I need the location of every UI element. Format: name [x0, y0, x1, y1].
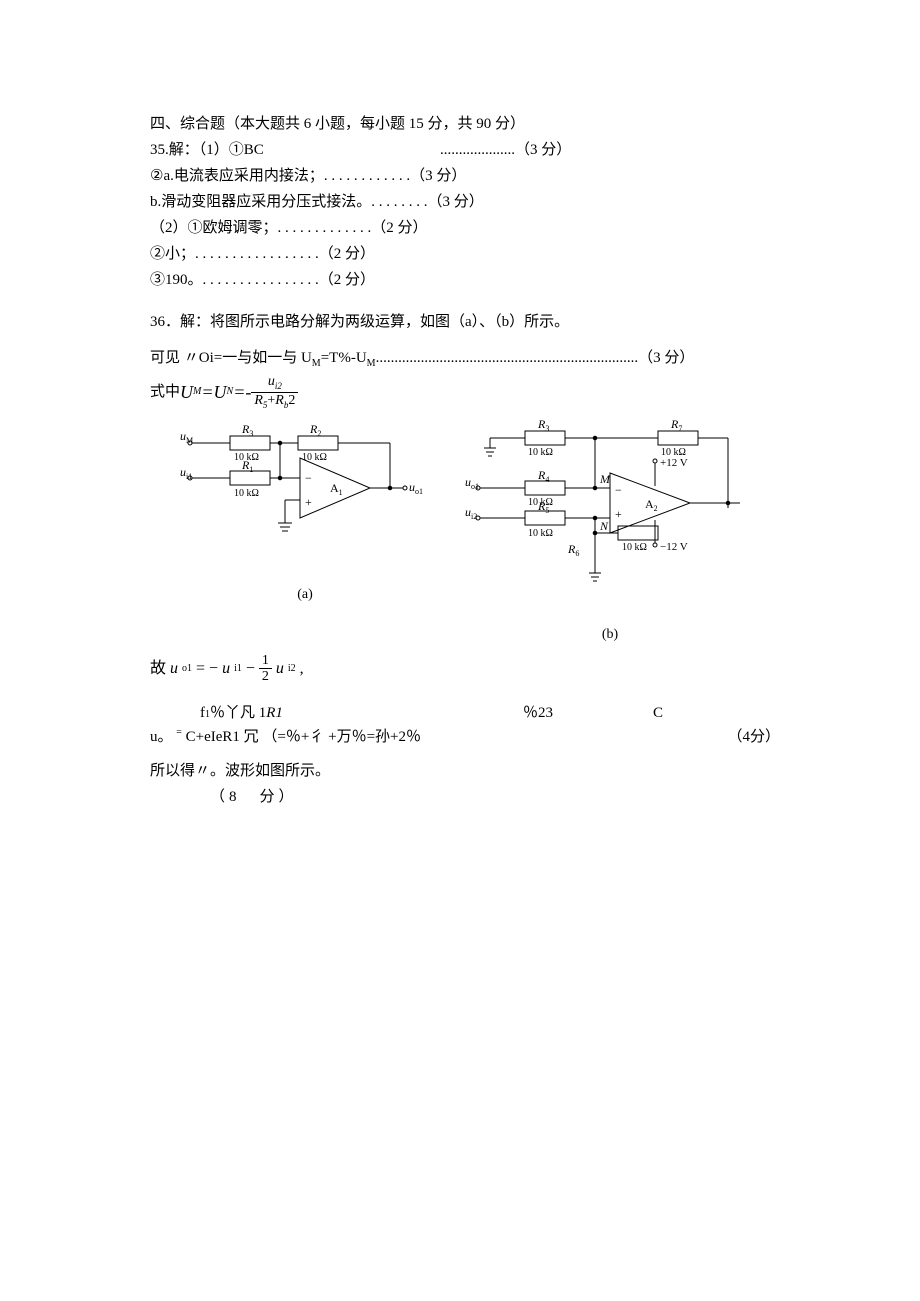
g2c: C+eIeR1 冗 （=％+彳 +万％=孙+2％ — [186, 729, 421, 745]
q36-l2a: 可见 〃Oi=一与如一与 U — [150, 350, 312, 366]
eq-uo1-u: u — [170, 656, 178, 682]
eq-eq: = − — [196, 656, 218, 682]
svg-text:10 kΩ: 10 kΩ — [302, 452, 327, 463]
q36-formula-head: 式中 — [150, 380, 180, 404]
svg-text:uo1: uo1 — [465, 475, 479, 491]
var-UN-U: U — [214, 378, 227, 407]
svg-text:+: + — [615, 507, 622, 521]
eq-comma: , — [300, 656, 304, 682]
final-line-1: 所以得〃。波形如图所示。 — [150, 759, 780, 783]
eq-ui2-s: i2 — [288, 661, 296, 677]
eq-half: 1 2 — [259, 653, 272, 685]
svg-text:R3: R3 — [241, 422, 253, 438]
q35-l1b: ....................（3 分） — [440, 138, 571, 162]
g2d: （4分） — [727, 725, 780, 749]
svg-text:+12 V: +12 V — [660, 457, 688, 469]
final-line-2: （8 分） — [210, 785, 780, 809]
q36-line2: 可见 〃Oi=一与如一与 UM=T%-UM...................… — [150, 346, 780, 372]
q35-line4: （2）①欧姆调零；. . . . . . . . . . . . .（2 分） — [150, 216, 780, 240]
svg-text:R2: R2 — [309, 422, 321, 438]
garble-line-1: f1 ％丫凡 1 R1 ％23 C — [150, 701, 780, 725]
eq-ui2-u: u — [276, 656, 284, 682]
q35-line1: 35.解：（1）①BC ....................（3 分） — [150, 138, 780, 162]
figa-caption: (a) — [180, 584, 430, 606]
g2b: = — [176, 727, 182, 738]
svg-text:A2: A2 — [645, 497, 658, 513]
q35-line3: b.滑动变阻器应采用分压式接法。. . . . . . . .（3 分） — [150, 190, 780, 214]
q36-l2-c: ........................................… — [376, 350, 695, 366]
section-title: 四、综合题（本大题共 6 小题，每小题 15 分，共 90 分） — [150, 112, 780, 136]
g1e: C — [653, 701, 663, 725]
eq-ui1-u: u — [222, 656, 230, 682]
q36-l2-b: =T%-U — [321, 350, 367, 366]
num-u: u — [268, 374, 275, 389]
eq-neg: =- — [233, 378, 251, 407]
figure-b: R3 10 kΩ R7 10 kΩ R4 10 kΩ . . 10 kΩ x — [460, 418, 760, 646]
svg-text:10 kΩ: 10 kΩ — [234, 488, 259, 499]
svg-text:R4: R4 — [537, 468, 549, 484]
var-UN-N: N — [227, 384, 234, 400]
var-UM-U: U — [180, 378, 193, 407]
q35-line6: ③190。. . . . . . . . . . . . . . . .（2 分… — [150, 268, 780, 292]
q36-l2-m2: M — [367, 358, 376, 369]
eq-minus: − — [246, 656, 255, 682]
g1b: ％丫凡 1 — [210, 701, 266, 725]
svg-text:ui1: ui1 — [180, 465, 192, 481]
eq-gu: 故 — [150, 656, 166, 682]
g2a: u。 — [150, 729, 173, 745]
den-Rb: R — [275, 393, 284, 408]
svg-text:−: − — [305, 471, 312, 485]
q36-intro: 36．解：将图所示电路分解为两级运算，如图（a）、（b）所示。 — [150, 310, 780, 334]
q35-line5: ②小；. . . . . . . . . . . . . . . . .（2 分… — [150, 242, 780, 266]
den-R5: R — [254, 393, 263, 408]
svg-text:M: M — [599, 472, 611, 486]
svg-text:−12 V: −12 V — [660, 541, 688, 553]
g1d: ％23 — [523, 701, 553, 725]
var-UM-M: M — [193, 384, 201, 400]
eq1: = — [201, 378, 213, 407]
eq-half-den: 2 — [259, 669, 272, 684]
q36-l2-m: M — [312, 358, 321, 369]
svg-text:10 kΩ: 10 kΩ — [528, 447, 553, 458]
figb-caption: (b) — [460, 624, 760, 646]
svg-text:R6: R6 — [567, 542, 579, 558]
svg-text:N: N — [599, 519, 609, 533]
svg-text:ui2: ui2 — [465, 505, 477, 521]
svg-text:uM: uM — [180, 429, 193, 445]
svg-text:+: + — [305, 495, 312, 509]
eq-half-num: 1 — [259, 653, 272, 669]
q35-line2: ②a.电流表应采用内接法；. . . . . . . . . . . .（3 分… — [150, 164, 780, 188]
document-page: 四、综合题（本大题共 6 小题，每小题 15 分，共 90 分） 35.解：（1… — [0, 0, 920, 851]
eq-ui1-s: i1 — [234, 661, 242, 677]
circuit-b-svg: R3 10 kΩ R7 10 kΩ R4 10 kΩ . . 10 kΩ x — [460, 418, 760, 618]
svg-text:A1: A1 — [330, 481, 343, 497]
num-i2: i2 — [275, 381, 282, 391]
svg-text:.: . — [538, 418, 541, 421]
eq-uo1-s: o1 — [182, 661, 192, 677]
svg-text:10 kΩ: 10 kΩ — [622, 542, 647, 553]
svg-text:−: − — [615, 483, 622, 497]
g1c: R1 — [266, 701, 283, 725]
frac-ui2: ui2 R5+Rb2 — [251, 374, 298, 410]
svg-text:R7: R7 — [670, 418, 682, 433]
eq-uo1: 故 uo1 = − ui1 − 1 2 ui2 , — [150, 653, 780, 685]
diagrams-row: uM ui1 uo1 R3 10 kΩ R2 10 kΩ R1 10 kΩ − … — [150, 418, 780, 646]
q36-formula: 式中 UM = UN =- ui2 R5+Rb2 — [150, 374, 780, 410]
svg-text:uo1: uo1 — [409, 480, 423, 496]
svg-text:10 kΩ: 10 kΩ — [528, 528, 553, 539]
garble-line-2: u。 = C+eIeR1 冗 （=％+彳 +万％=孙+2％ （4分） — [150, 725, 780, 749]
circuit-a-svg: uM ui1 uo1 R3 10 kΩ R2 10 kΩ R1 10 kΩ − … — [180, 418, 430, 578]
den-2: 2 — [288, 393, 295, 408]
q35-l1a: 35.解：（1）①BC — [150, 138, 440, 162]
figure-a: uM ui1 uo1 R3 10 kΩ R2 10 kΩ R1 10 kΩ − … — [180, 418, 430, 646]
